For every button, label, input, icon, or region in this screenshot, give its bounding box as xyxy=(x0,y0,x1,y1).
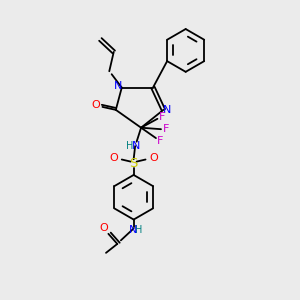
Text: N: N xyxy=(129,225,137,235)
Text: N: N xyxy=(163,105,171,115)
Text: F: F xyxy=(163,124,170,134)
Text: S: S xyxy=(130,157,138,169)
Text: O: O xyxy=(92,100,100,110)
Text: H: H xyxy=(135,225,142,235)
Text: N: N xyxy=(114,81,122,91)
Text: O: O xyxy=(99,223,108,233)
Text: H: H xyxy=(126,140,134,151)
Text: N: N xyxy=(132,140,140,151)
Text: F: F xyxy=(157,136,164,146)
Text: O: O xyxy=(149,153,158,163)
Text: O: O xyxy=(110,153,118,163)
Text: F: F xyxy=(159,112,165,122)
